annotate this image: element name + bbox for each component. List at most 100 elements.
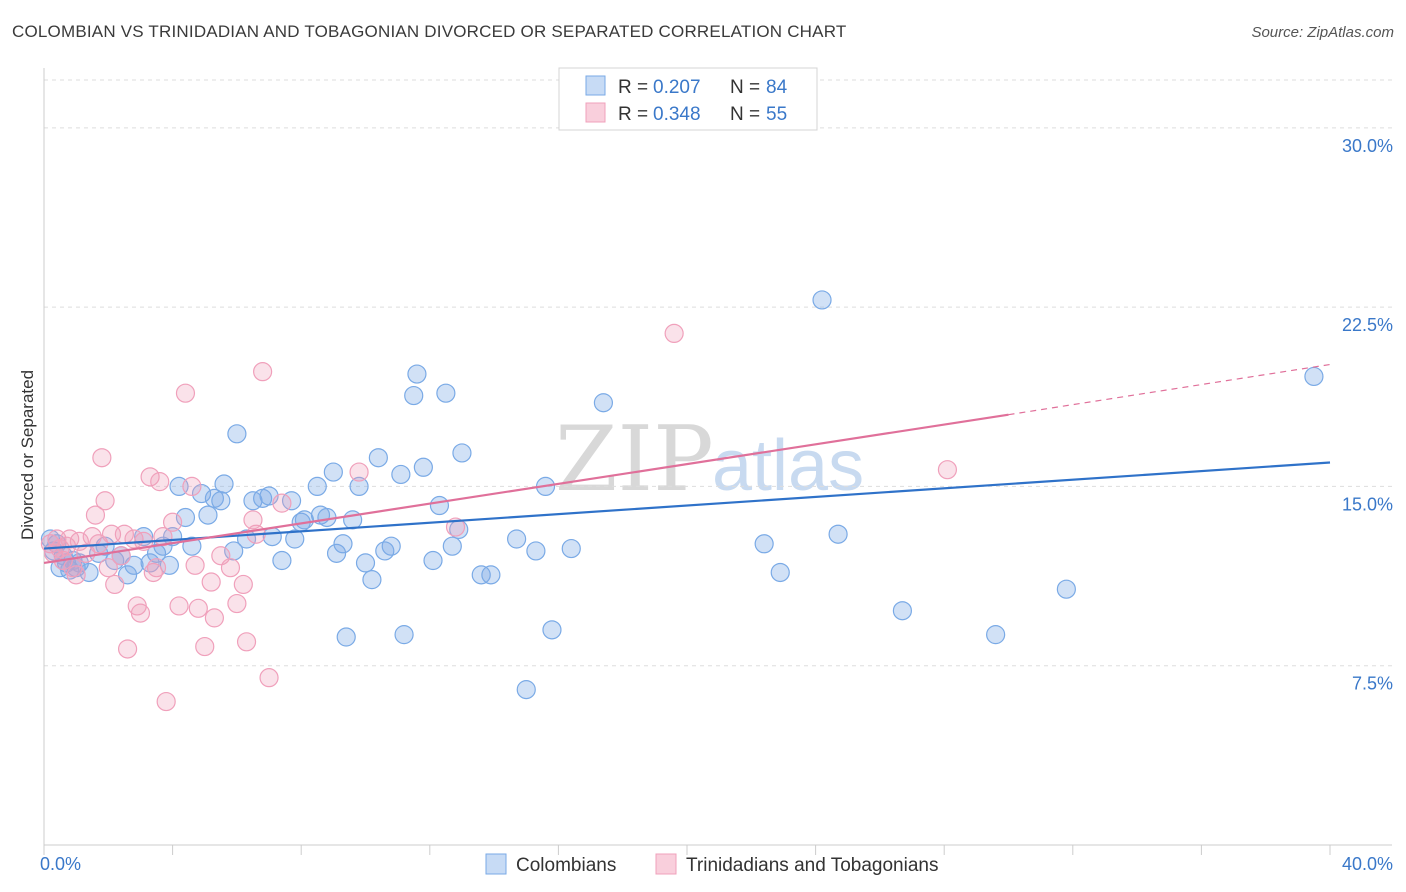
colombians-point-53	[362, 570, 382, 590]
colombians-point-19	[146, 543, 167, 563]
colombians-point-69	[481, 565, 501, 585]
colombians-point-77	[754, 534, 774, 554]
colombians-point-26	[191, 483, 212, 504]
colombians-point-75	[516, 680, 536, 700]
trinidadians-point-51	[445, 517, 466, 537]
colombians-point-49	[336, 627, 356, 647]
y-tick-label-3: 30.0%	[1342, 136, 1393, 156]
legend-n-label-1: N =	[730, 77, 760, 98]
colombians-point-43	[307, 476, 327, 497]
watermark-atlas: atlas	[712, 426, 864, 506]
legend-swatch-colombians	[585, 75, 606, 96]
colombians-point-81	[892, 601, 913, 621]
colombians-point-54	[368, 448, 388, 468]
colombians-point-51	[349, 476, 369, 497]
colombians-point-38	[272, 550, 292, 571]
legend-r-label-2: R =	[618, 104, 648, 125]
legend-r-label-1: R =	[618, 77, 648, 98]
trinidadians-point-12	[85, 505, 106, 525]
colombians-trend-line	[43, 461, 1331, 550]
bottom-legend-swatch-colombians	[485, 853, 507, 875]
trinidadians-point-39	[204, 608, 224, 628]
trinidadians-point-21	[117, 639, 138, 659]
source-label: Source: ZipAtlas.com	[1251, 24, 1394, 41]
legend-n-value-1: 84	[766, 77, 788, 98]
legend-r-value-1: 0.207	[653, 77, 701, 98]
trinidadians-point-26	[140, 467, 160, 487]
trinidadians-point-54	[185, 555, 205, 575]
trinidadians-point-8	[66, 565, 86, 585]
colombians-point-48	[333, 534, 353, 554]
axes	[43, 68, 1392, 855]
colombians-point-80	[828, 524, 848, 544]
legend-swatch-trinidadians	[585, 102, 606, 123]
trinidadians-point-50	[349, 462, 369, 482]
y-axis-label: Divorced or Separated	[18, 370, 37, 540]
trinidadians-point-33	[169, 596, 189, 616]
trinidadians-point-35	[182, 476, 202, 497]
trend-lines	[43, 363, 1331, 564]
trinidadians-point-37	[195, 636, 215, 657]
bottom-legend: Colombians Trinidadians and Tobagonians	[485, 853, 938, 876]
colombians-point-84	[1304, 366, 1324, 387]
bottom-legend-swatch-trinidadians	[655, 853, 677, 875]
trinidadians-point-24	[130, 603, 151, 623]
colombians-point-29	[211, 491, 231, 511]
colombians-point-74	[561, 538, 581, 559]
bottom-legend-trinidadians: Trinidadians and Tobagonians	[686, 855, 938, 876]
colombians-point-24	[175, 507, 196, 528]
legend-box: R = 0.207 N = 84 R = 0.348 N = 55	[558, 67, 818, 131]
trinidadians-point-18	[105, 574, 125, 595]
trinidadians-point-52	[664, 323, 684, 344]
colombians-point-37	[262, 527, 282, 547]
trinidadians-point-32	[163, 512, 183, 532]
trinidadians-point-43	[233, 574, 253, 595]
colombians-point-30	[214, 474, 234, 494]
colombians-point-32	[227, 424, 247, 444]
colombians-point-60	[407, 364, 427, 384]
colombians-point-67	[452, 443, 472, 463]
trinidadians-trend-line	[43, 413, 1009, 564]
colombians-point-57	[391, 464, 411, 485]
trinidadians-point-15	[95, 491, 115, 511]
x-tick-label-1: 40.0%	[1342, 854, 1393, 874]
colombians-point-46	[323, 462, 343, 482]
y-tick-label-0: 7.5%	[1352, 674, 1393, 694]
trinidadians-point-28	[146, 558, 167, 578]
trinidadians-point-31	[156, 691, 176, 712]
colombians-point-61	[413, 457, 433, 477]
colombians-point-42	[294, 510, 315, 530]
legend-r-value-2: 0.348	[653, 104, 701, 125]
colombians-point-73	[542, 620, 562, 640]
legend-n-label-2: N =	[730, 104, 760, 125]
colombians-point-16	[124, 555, 144, 575]
trinidadians-point-42	[227, 593, 247, 614]
trinidadians-point-34	[175, 383, 196, 403]
chart-title: COLOMBIAN VS TRINIDADIAN AND TOBAGONIAN …	[12, 22, 847, 41]
colombians-point-52	[355, 553, 376, 573]
trinidadians-point-49	[272, 493, 292, 513]
x-tick-label-0: 0.0%	[40, 854, 81, 874]
trinidadians-point-29	[150, 472, 170, 492]
trinidadians-trend-extension	[1008, 363, 1331, 416]
legend-n-value-2: 55	[766, 104, 787, 125]
trinidadians-point-16	[98, 558, 118, 578]
colombians-point-47	[326, 543, 347, 563]
trinidadians-point-14	[92, 448, 112, 468]
bottom-legend-colombians: Colombians	[516, 855, 616, 876]
colombians-point-31	[224, 541, 244, 561]
colombians-point-79	[812, 290, 832, 310]
colombians-point-65	[442, 536, 462, 556]
colombians-point-78	[770, 562, 790, 583]
colombians-point-68	[471, 565, 491, 585]
colombians-point-27	[198, 505, 218, 525]
colombians-point-58	[394, 625, 414, 645]
colombians-point-82	[986, 625, 1006, 645]
watermark-zip: ZIP	[555, 407, 714, 512]
trinidadians-point-46	[253, 362, 273, 382]
trinidadians-point-38	[201, 572, 221, 592]
colombians-point-64	[436, 383, 456, 403]
colombians-point-76	[593, 393, 614, 413]
trinidadians-point-36	[188, 598, 208, 618]
